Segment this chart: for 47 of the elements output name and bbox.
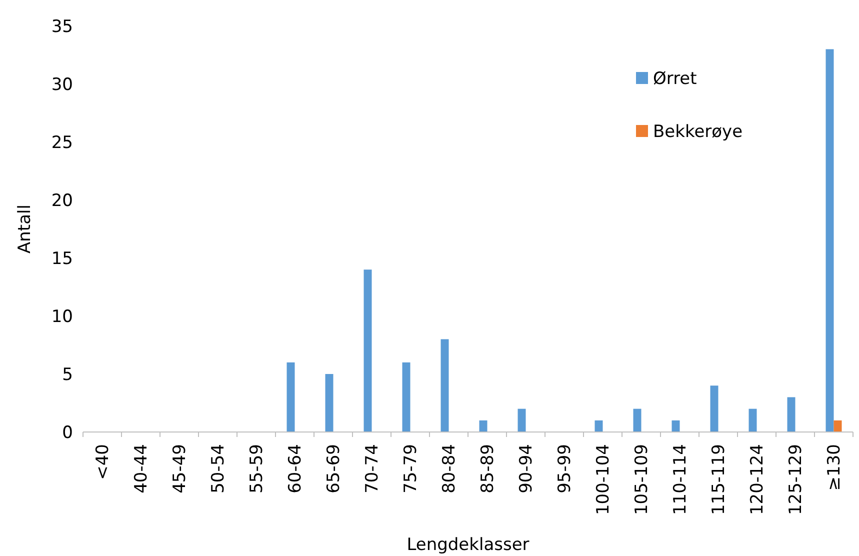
x-tick-label: 45-49: [170, 444, 190, 494]
bar: [518, 408, 526, 432]
x-tick-label: 90-94: [516, 444, 537, 494]
x-tick-label: 125-129: [786, 444, 806, 516]
x-tick-label: 65-69: [324, 444, 344, 494]
y-axis-title: Antall: [15, 204, 35, 254]
bar: [834, 420, 842, 432]
x-tick-label: 100-104: [594, 444, 614, 516]
x-tick-label: 115-119: [709, 444, 730, 516]
y-tick-label: 0: [62, 422, 73, 443]
bar: [440, 339, 449, 432]
x-tick-label: 75-79: [401, 444, 422, 494]
x-tick-label: 85-89: [478, 444, 498, 494]
y-tick-label: 20: [51, 190, 73, 211]
x-tick-label: 70-74: [362, 444, 383, 494]
x-tick-label: 60-64: [286, 444, 306, 494]
bar: [787, 397, 796, 432]
bar: [286, 362, 295, 432]
bar: [325, 374, 334, 432]
x-tick-label: 105-109: [632, 444, 652, 516]
bar: [633, 408, 642, 432]
bar: [479, 420, 488, 432]
bar: [402, 362, 410, 432]
x-tick-label: ≥130: [824, 444, 845, 491]
x-tick-label: 80-84: [440, 444, 460, 494]
x-tick-label: 110-114: [670, 444, 691, 516]
x-tick-label: 120-124: [748, 444, 768, 516]
x-axis-title: Lengdeklasser: [406, 535, 530, 555]
bar: [672, 420, 680, 432]
legend-label: Ørret: [653, 68, 698, 89]
bar: [364, 270, 372, 432]
bar: [826, 49, 834, 432]
x-tick-label: 55-59: [247, 444, 268, 494]
x-tick-label: 40-44: [132, 444, 152, 494]
y-tick-label: 35: [51, 16, 73, 37]
bar: [748, 408, 757, 432]
legend-label: Bekkerøye: [653, 122, 743, 142]
bar: [594, 420, 603, 432]
x-tick-label: <40: [93, 444, 114, 480]
y-tick-label: 30: [51, 74, 73, 95]
x-tick-label: 50-54: [208, 444, 229, 494]
x-tick-label: 95-99: [555, 444, 576, 494]
y-tick-label: 5: [62, 364, 73, 385]
y-tick-label: 10: [51, 306, 73, 327]
y-tick-label: 25: [51, 132, 73, 153]
bar: [710, 386, 718, 432]
y-tick-label: 15: [51, 248, 73, 269]
